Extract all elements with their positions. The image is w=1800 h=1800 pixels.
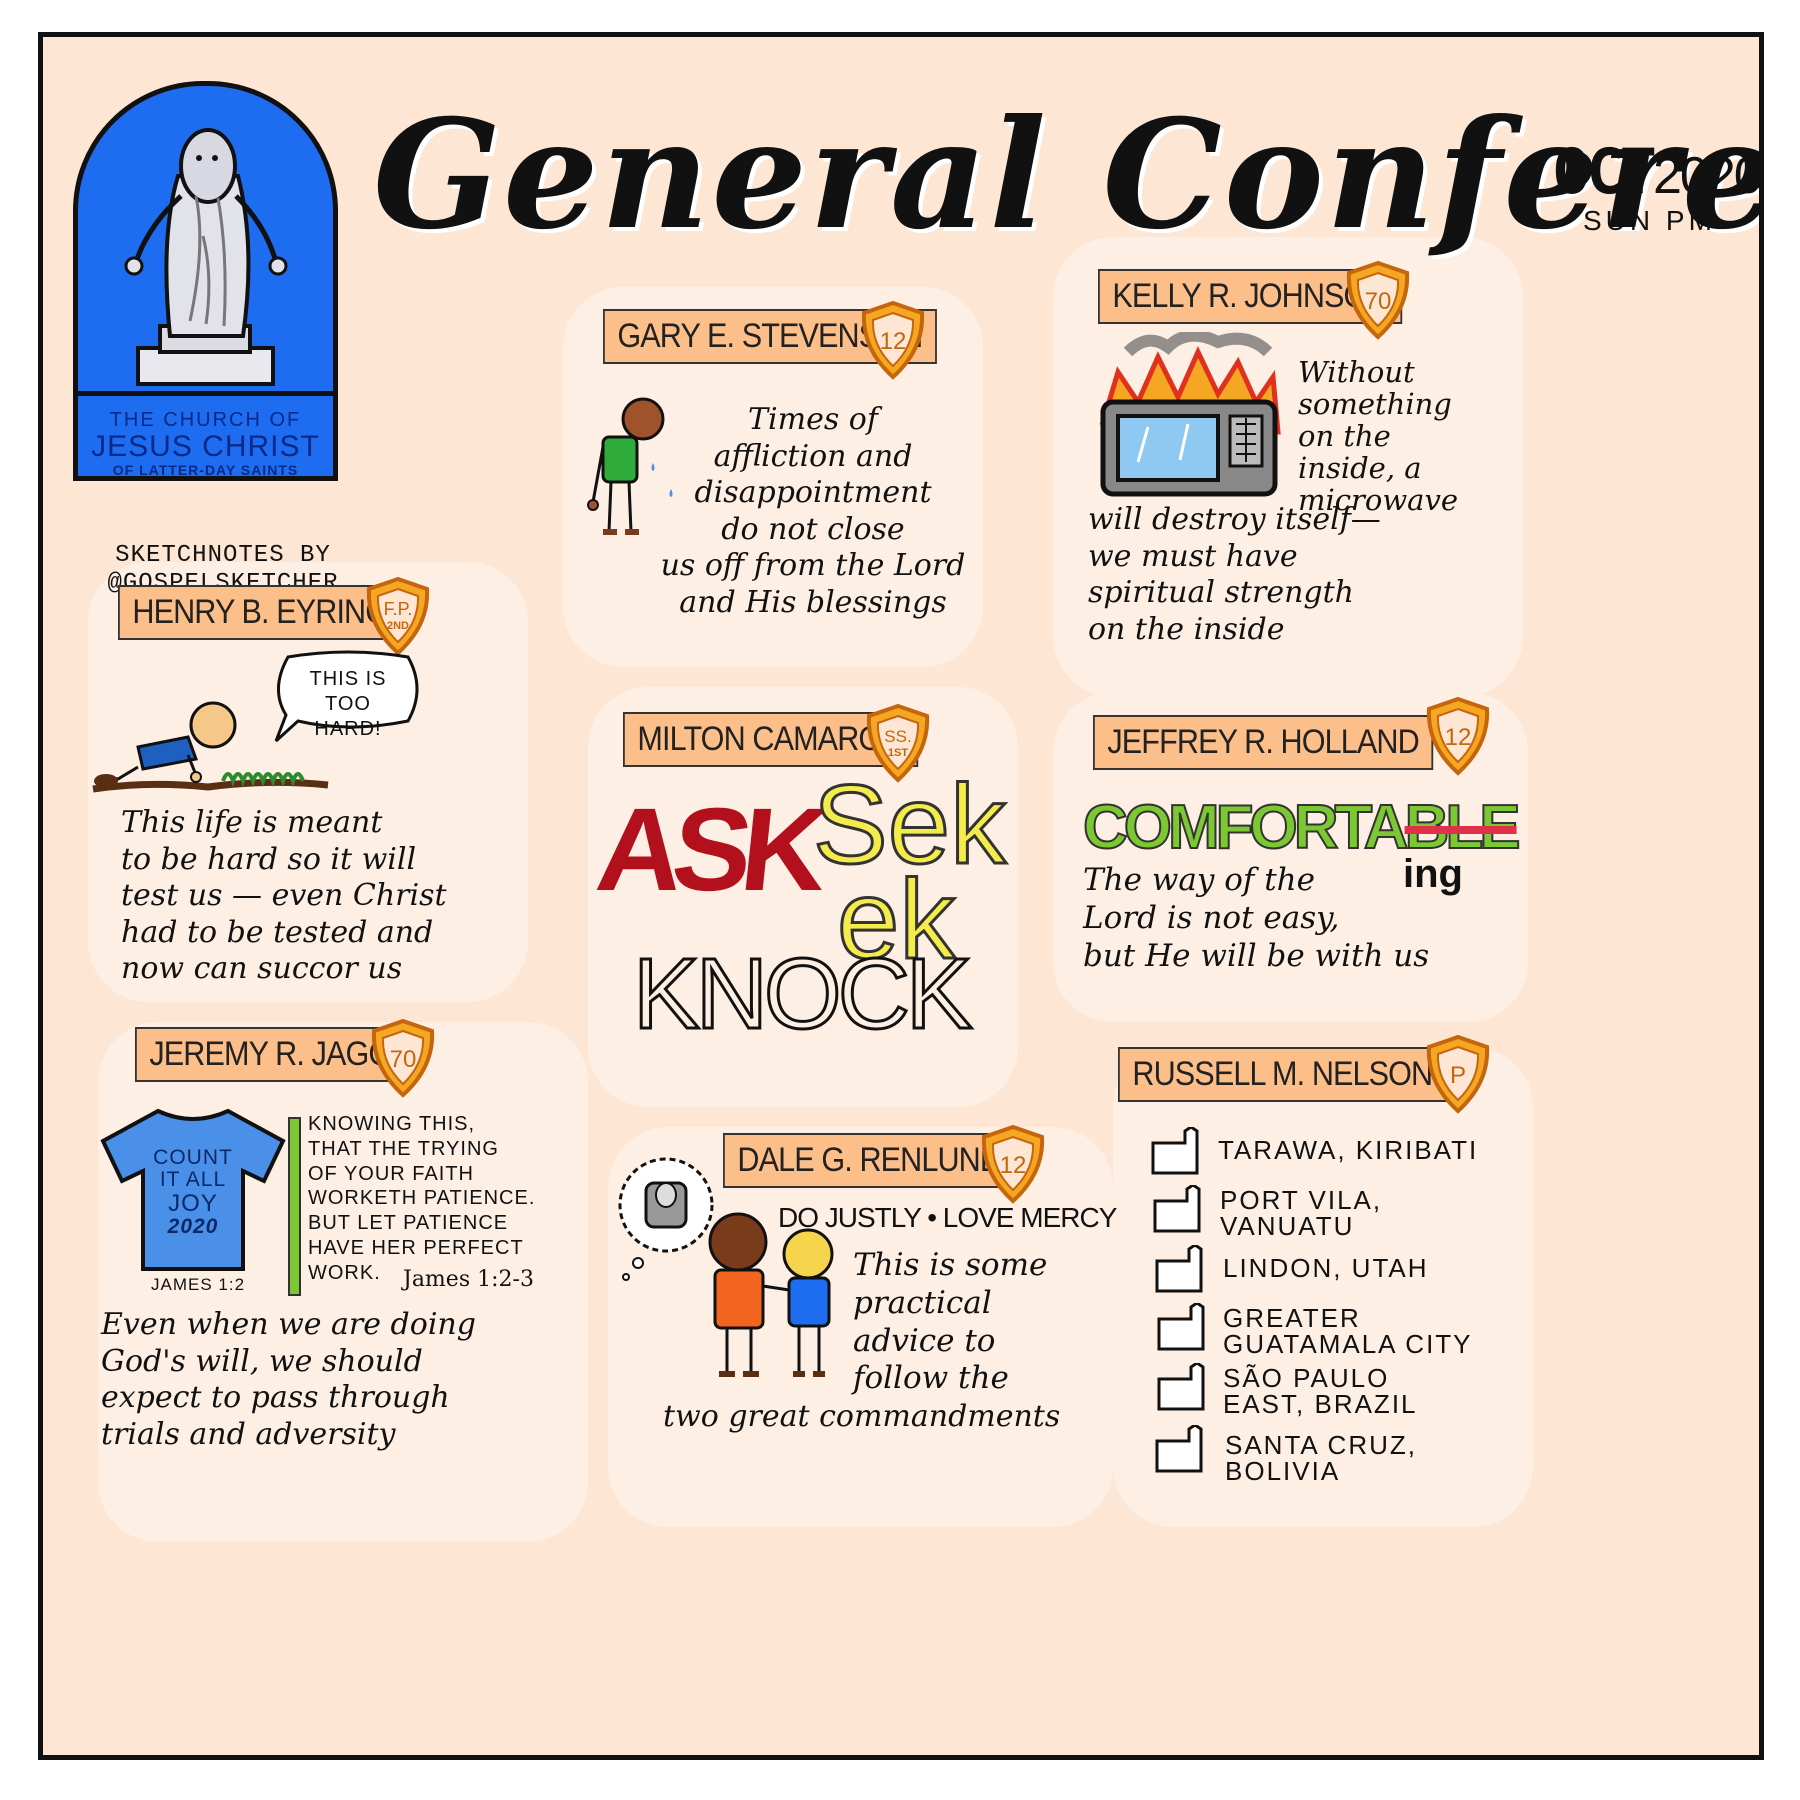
- note-eyring: This life is meant to be hard so it will…: [121, 805, 447, 987]
- svg-text:70: 70: [1365, 288, 1392, 315]
- christus-statue-icon: [124, 128, 288, 386]
- quote-divider: [288, 1117, 301, 1296]
- burning-microwave-icon: [1099, 332, 1281, 497]
- note-jaggi: Even when we are doing God's will, we sh…: [101, 1307, 476, 1452]
- shield-badge-icon: 70: [1346, 260, 1410, 340]
- struck-letters: BLE: [1404, 792, 1522, 863]
- shield-badge-icon: 12: [861, 300, 925, 380]
- note-johnson-side: Without something on the inside, a micro…: [1298, 355, 1458, 517]
- note-renlund-bottom: two great commandments: [663, 1399, 1061, 1434]
- church-logo: THE CHURCH OF JESUS CHRIST OF LATTER-DAY…: [73, 81, 338, 481]
- word-ing: ing: [1403, 852, 1463, 896]
- sketchnote-canvas: General Conference OCT2020 SUN PM THE CH…: [38, 32, 1764, 1760]
- note-renlund: This is some practical advice to follow …: [853, 1247, 1048, 1397]
- motto: DO JUSTLY • LOVE MERCY: [778, 1202, 1117, 1233]
- speech-bubble-text: THIS IS TOO HARD!: [309, 668, 387, 740]
- word-knock: KNOCK: [632, 937, 975, 1052]
- sad-person-icon: [587, 397, 673, 535]
- svg-text:70: 70: [390, 1046, 417, 1073]
- note-holland: The way of the Lord is not easy, but He …: [1083, 862, 1430, 974]
- temple-name: SANTA CRUZ, BOLIVIA: [1225, 1430, 1417, 1486]
- temple-icon: [1155, 1425, 1203, 1473]
- scripture-reference: James 1:2-3: [403, 1267, 534, 1292]
- shield-badge-icon: 70: [371, 1018, 435, 1098]
- speaker-name-renlund: DALE G. RENLUND: [723, 1133, 1016, 1188]
- shield-badge-icon: 12: [981, 1124, 1045, 1204]
- thought-bubble-christ-icon: [618, 1157, 714, 1281]
- svg-text:12: 12: [880, 328, 907, 355]
- speaker-name-nelson: RUSSELL M. NELSON: [1118, 1047, 1447, 1102]
- shirt-text: COUNT IT ALL JOY 2020: [153, 1146, 233, 1239]
- word-comfortable: COMFORTABLE: [1082, 792, 1522, 863]
- temple-name: GREATER GUATAMALA CITY: [1223, 1303, 1473, 1359]
- word-seek: Sek ek: [812, 762, 1008, 983]
- note-stevenson: Times of affliction and disappointment d…: [660, 402, 966, 620]
- shield-badge-icon: 12: [1426, 696, 1490, 776]
- conference-month: OCT: [1553, 135, 1657, 208]
- t-shirt-icon: [100, 1108, 286, 1271]
- scripture-quote: KNOWING THIS, THAT THE TRYING OF YOUR FA…: [308, 1113, 536, 1284]
- svg-text:P: P: [1450, 1062, 1466, 1089]
- temple-icon: [1153, 1185, 1201, 1233]
- kneeling-farmer-icon: [92, 701, 329, 793]
- conference-date: OCT2020: [1553, 135, 1761, 208]
- svg-text:12: 12: [1445, 724, 1472, 751]
- session-label: SUN PM: [1583, 205, 1716, 236]
- page-title: General Conference: [373, 87, 1764, 263]
- speaker-name-eyring: HENRY B. EYRING: [118, 585, 403, 640]
- word-ask: ASK: [591, 784, 825, 916]
- conference-year: 2020: [1652, 147, 1761, 205]
- temple-name: LINDON, UTAH: [1223, 1253, 1429, 1283]
- shirt-reference: JAMES 1:2: [151, 1275, 246, 1294]
- temple-name: TARAWA, KIRIBATI: [1218, 1135, 1479, 1165]
- temple-icon: [1157, 1363, 1205, 1411]
- speech-bubble-icon: [274, 650, 419, 743]
- svg-text:F.P.: F.P.: [384, 599, 413, 619]
- svg-text:2ND: 2ND: [387, 620, 409, 632]
- temple-icon: [1155, 1245, 1203, 1293]
- two-friends-icon: [708, 1212, 834, 1377]
- shield-badge-icon: P: [1426, 1034, 1490, 1114]
- temple-icon: [1151, 1127, 1199, 1175]
- svg-text:SS.: SS.: [884, 727, 911, 746]
- speaker-name-holland: JEFFREY R. HOLLAND: [1093, 715, 1434, 770]
- shield-badge-icon: SS. 1ST: [866, 703, 930, 783]
- temple-name: PORT VILA, VANUATU: [1220, 1185, 1383, 1241]
- svg-text:12: 12: [1000, 1152, 1027, 1179]
- temple-icon: [1157, 1303, 1205, 1351]
- svg-text:1ST: 1ST: [888, 747, 908, 759]
- note-johnson-bottom: will destroy itself— we must have spirit…: [1088, 502, 1381, 647]
- church-name: THE CHURCH OF JESUS CHRIST OF LATTER-DAY…: [78, 391, 333, 476]
- temple-name: SÃO PAULO EAST, BRAZIL: [1223, 1363, 1418, 1419]
- card-jaggi: [98, 1022, 588, 1542]
- shield-badge-icon: F.P. 2ND: [366, 576, 430, 656]
